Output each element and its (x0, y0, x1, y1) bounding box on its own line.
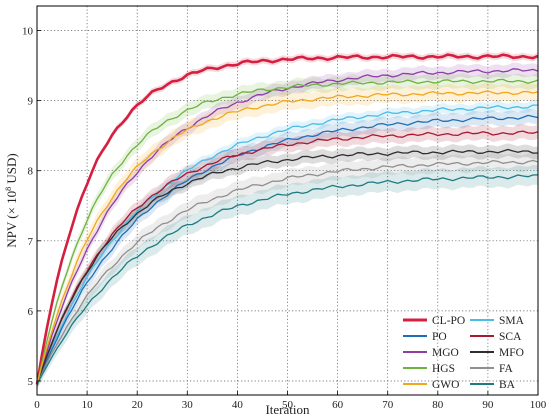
legend-label-gwo: GWO (432, 379, 459, 391)
series-line-ba (36, 174, 539, 385)
legend-label-po: PO (432, 331, 447, 343)
legend-label-mfo: MFO (499, 347, 524, 359)
series-line-fa (36, 159, 539, 385)
x-tick-label: 80 (432, 399, 444, 411)
x-tick-label: 60 (332, 399, 344, 411)
y-tick-label: 6 (28, 306, 34, 318)
x-tick-label: 100 (530, 399, 547, 411)
series-line-gwo (36, 90, 539, 385)
x-tick-label: 40 (232, 399, 244, 411)
x-tick-label: 20 (132, 399, 144, 411)
series-line-cl-po (35, 53, 539, 385)
x-tick-label: 10 (82, 399, 94, 411)
x-tick-label: 50 (282, 399, 294, 411)
series-band-mgo (37, 62, 538, 388)
x-tick-label: 0 (34, 399, 40, 411)
y-axis-label-after: USD) (4, 153, 19, 187)
y-tick-label: 5 (28, 376, 34, 388)
y-tick-label: 7 (28, 236, 34, 248)
series-line-hgs (36, 78, 539, 385)
y-axis-ticks: 5 6 7 8 9 10 (22, 26, 41, 388)
series-line-sca (36, 130, 539, 385)
legend-label-hgs: HGS (432, 363, 455, 375)
y-axis-label: NPV (× 108 USD) (4, 153, 19, 248)
series-lines (35, 53, 539, 385)
y-axis-label-superscript: 8 (4, 187, 13, 191)
series-band-ba (37, 165, 538, 390)
x-tick-label: 70 (382, 399, 394, 411)
grid-lines (37, 6, 538, 395)
legend-label-fa: FA (499, 363, 514, 375)
legend-label-mgo: MGO (432, 347, 459, 359)
x-axis-label: Iteration (265, 402, 310, 417)
legend: CL-PO SMA PO SCA MGO MFO HGS FA GWO BA (403, 315, 525, 391)
series-line-sma (36, 104, 538, 385)
x-axis-ticks: 0 10 20 30 40 50 60 70 80 90 100 (34, 391, 547, 411)
y-tick-label: 9 (28, 96, 34, 108)
series-line-mfo (36, 148, 539, 385)
legend-label-sma: SMA (499, 315, 525, 327)
x-tick-label: 30 (182, 399, 194, 411)
legend-label-sca: SCA (499, 331, 522, 343)
x-tick-label: 90 (482, 399, 494, 411)
y-tick-label: 10 (22, 26, 34, 38)
series-line-po (36, 114, 539, 385)
legend-label-cl-po: CL-PO (432, 315, 465, 327)
legend-label-ba: BA (499, 379, 516, 391)
y-tick-label: 8 (28, 166, 34, 178)
y-axis-label-before: NPV (× 10 (4, 191, 19, 248)
